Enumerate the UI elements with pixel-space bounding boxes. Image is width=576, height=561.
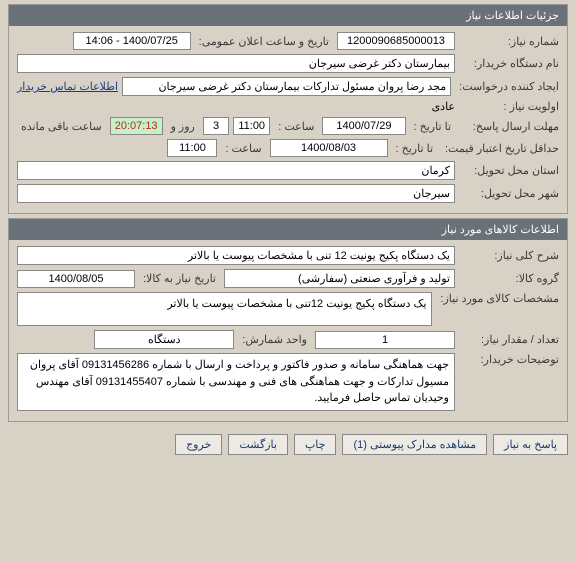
- label-need-by: تاریخ نیاز به کالا:: [139, 272, 220, 285]
- label-spec: مشخصات کالای مورد نیاز:: [436, 292, 559, 305]
- label-qty: تعداد / مقدار نیاز:: [459, 333, 559, 346]
- panel1-body: شماره نیاز: 1200090685000013 تاریخ و ساع…: [9, 26, 567, 213]
- value-priority: عادی: [432, 100, 455, 113]
- buyer-contact-link[interactable]: اطلاعات تماس خریدار: [17, 80, 118, 93]
- value-spec: یک دستگاه پکیج یونیت 12تنی با مشخصات پیو…: [17, 292, 432, 326]
- panel1-header: جزئیات اطلاعات نیاز: [9, 5, 567, 26]
- label-remaining: ساعت باقی مانده: [17, 120, 106, 133]
- value-days: 3: [203, 117, 229, 135]
- value-buyer-org: بیمارستان دکتر غرضی سیرجان: [17, 54, 455, 73]
- value-need-by: 1400/08/05: [17, 270, 135, 288]
- label-requester: ایجاد کننده درخواست:: [455, 80, 559, 93]
- value-countdown: 20:07:13: [110, 117, 163, 135]
- goods-details-panel: اطلاعات کالاهای مورد نیاز شرح کلی نیاز: …: [8, 218, 568, 422]
- panel2-header: اطلاعات کالاهای مورد نیاز: [9, 219, 567, 240]
- print-button[interactable]: چاپ: [294, 434, 337, 455]
- value-province: کرمان: [17, 161, 455, 180]
- label-announce-date: تاریخ و ساعت اعلان عمومی:: [195, 35, 333, 48]
- label-need-number: شماره نیاز:: [459, 35, 559, 48]
- value-qty: 1: [315, 331, 455, 349]
- value-deadline-hour: 11:00: [233, 117, 270, 135]
- label-group: گروه کالا:: [459, 272, 559, 285]
- value-desc: یک دستگاه پکیج یونیت 12 تنی با مشخصات پی…: [17, 246, 455, 265]
- panel2-body: شرح کلی نیاز: یک دستگاه پکیج یونیت 12 تن…: [9, 240, 567, 421]
- value-buyer-notes: جهت هماهنگی سامانه و صدور فاکتور و پرداخ…: [17, 353, 455, 411]
- value-unit: دستگاه: [94, 330, 234, 349]
- back-button[interactable]: بازگشت: [228, 434, 288, 455]
- value-city: سیرجان: [17, 184, 455, 203]
- label-hour2: ساعت :: [221, 142, 265, 155]
- label-province: استان محل تحویل:: [459, 164, 559, 177]
- need-details-panel: جزئیات اطلاعات نیاز شماره نیاز: 12000906…: [8, 4, 568, 214]
- label-days-and: روز و: [167, 120, 199, 133]
- label-deadline: مهلت ارسال پاسخ:: [459, 120, 559, 133]
- label-unit: واحد شمارش:: [238, 333, 311, 346]
- label-to-date2: تا تاریخ :: [392, 142, 437, 155]
- label-desc: شرح کلی نیاز:: [459, 249, 559, 262]
- attachments-button[interactable]: مشاهده مدارک پیوستی (1): [342, 434, 487, 455]
- label-buyer-org: نام دستگاه خریدار:: [459, 57, 559, 70]
- value-group: تولید و فرآوری صنعتی (سفارشی): [224, 269, 455, 288]
- action-bar: پاسخ به نیاز مشاهده مدارک پیوستی (1) چاپ…: [0, 426, 576, 463]
- value-announce-date: 1400/07/25 - 14:06: [73, 32, 191, 50]
- label-buyer-notes: توضیحات خریدار:: [459, 353, 559, 366]
- label-priority: اولویت نیاز :: [459, 100, 559, 113]
- label-validity: حداقل تاریخ اعتبار قیمت:: [441, 142, 559, 155]
- value-validity-hour: 11:00: [167, 139, 217, 157]
- exit-button[interactable]: خروج: [175, 434, 222, 455]
- label-to-date1: تا تاریخ :: [410, 120, 455, 133]
- label-hour1: ساعت :: [274, 120, 318, 133]
- label-city: شهر محل تحویل:: [459, 187, 559, 200]
- value-deadline-date: 1400/07/29: [322, 117, 405, 135]
- reply-button[interactable]: پاسخ به نیاز: [493, 434, 568, 455]
- value-validity-date: 1400/08/03: [270, 139, 388, 157]
- value-need-number: 1200090685000013: [337, 32, 455, 50]
- value-requester: مجد رضا پروان مسئول تدارکات بیمارستان دک…: [122, 77, 451, 96]
